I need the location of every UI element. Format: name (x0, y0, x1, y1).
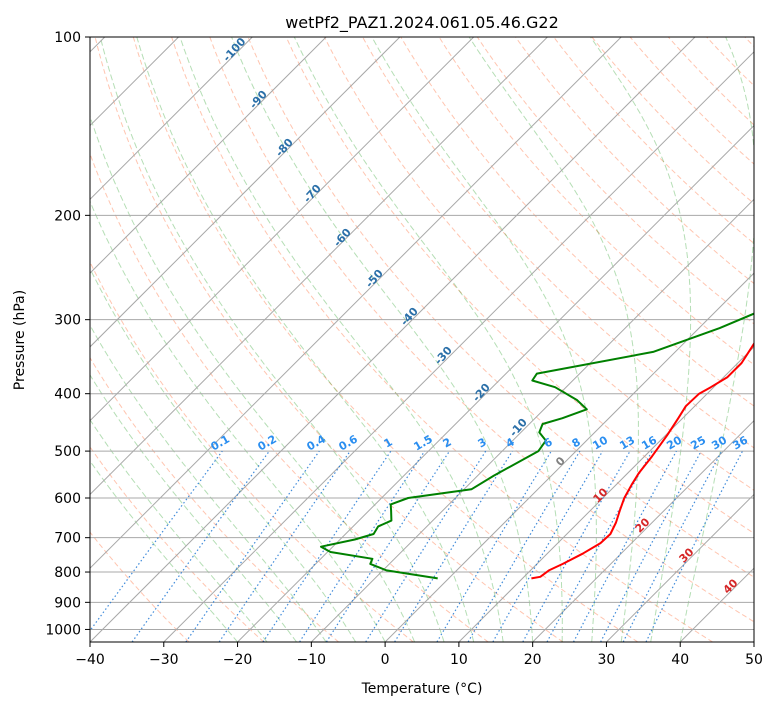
y-tick-label: 500 (54, 444, 81, 460)
isotherm-line (90, 37, 622, 569)
isotherm-line (90, 37, 475, 422)
isotherm-line (458, 346, 754, 642)
mixing-ratio-line (394, 450, 513, 642)
isotherm-line (90, 37, 548, 496)
x-tick-label: 20 (524, 652, 542, 668)
dry-adiabat-line (438, 37, 754, 366)
y-tick-label: 600 (54, 491, 81, 507)
moist-adiabat-line (90, 324, 327, 642)
mixing-ratio-line (325, 450, 450, 642)
y-tick-label: 300 (54, 313, 81, 329)
chart-title: wetPf2_PAZ1.2024.061.05.46.G22 (285, 13, 559, 33)
x-tick-label: 0 (381, 652, 390, 668)
y-tick-label: 100 (54, 30, 81, 46)
moist-adiabat-line (136, 37, 475, 642)
y-tick-label: 900 (54, 595, 81, 611)
x-tick-label: 10 (450, 652, 468, 668)
x-tick-label: −20 (223, 652, 253, 668)
dry-adiabat-line (362, 37, 754, 449)
moist-adiabat-line (90, 418, 268, 642)
mixing-ratio-line (572, 450, 677, 642)
dry-adiabat-line (323, 37, 754, 491)
dry-adiabat-line (171, 37, 713, 642)
moist-adiabat-line (231, 37, 534, 642)
moist-adiabat-line (90, 267, 357, 642)
y-axis: 100 200 300 400 500 600 700 800 900 1000 (45, 30, 90, 638)
moist-adiabat-line (293, 37, 563, 642)
moist-adiabat-line (468, 37, 639, 642)
x-tick-label: −10 (297, 652, 327, 668)
mixing-ratio-line (90, 450, 223, 632)
y-tick-label: 400 (54, 387, 81, 403)
x-tick-label: 30 (598, 652, 616, 668)
y-tick-label: 200 (54, 208, 81, 224)
isotherm-line (310, 198, 754, 642)
mixing-ratio-line (131, 450, 270, 642)
mixing-ratio-line (522, 450, 631, 642)
dry-adiabat-line (90, 152, 489, 642)
dry-adiabat-line (132, 37, 639, 642)
dry-adiabat-line (90, 446, 265, 642)
isotherm-line (606, 493, 754, 642)
mixing-ratio-line (299, 450, 426, 642)
moist-adiabat-line (371, 37, 597, 642)
isotherm-line (90, 37, 401, 348)
y-axis-title: Pressure (hPa) (12, 290, 28, 390)
x-tick-label: 50 (745, 652, 763, 668)
isotherm-line (90, 37, 696, 642)
moist-adiabat-line (90, 373, 297, 642)
moist-adiabat-line (90, 460, 238, 642)
x-tick-label: 40 (671, 652, 689, 668)
moist-adiabat-line (99, 37, 445, 642)
y-tick-label: 700 (54, 531, 81, 547)
moist-adiabat-line (679, 37, 754, 642)
dry-adiabat-line (90, 356, 339, 642)
y-tick-label: 1000 (45, 622, 81, 638)
mixing-ratio-line (185, 450, 320, 642)
plot-frame (89, 36, 755, 643)
isotherm-line (90, 37, 327, 274)
x-axis: −40 −30 −20 −10 0 10 20 30 40 50 (75, 642, 763, 668)
dewpoint-profile-line (320, 312, 754, 580)
x-axis-title: Temperature (°C) (361, 681, 483, 697)
isotherm-line (163, 51, 754, 642)
dry-adiabat-line (94, 37, 564, 642)
x-tick-label: −30 (149, 652, 179, 668)
moist-adiabat-line (90, 114, 416, 642)
dry-adiabat-line (515, 37, 754, 285)
moist-adiabat-line (179, 37, 504, 642)
isotherm-line (237, 124, 754, 642)
moist-adiabat-line (90, 200, 386, 642)
mixing-ratio-line (218, 450, 351, 642)
isotherm-line (532, 419, 754, 642)
temperature-profile-line (531, 341, 754, 580)
y-tick-label: 800 (54, 565, 81, 581)
dry-adiabat-line (90, 531, 190, 642)
x-tick-label: −40 (75, 652, 105, 668)
isotherm-line (90, 37, 253, 201)
mixing-ratio-line (262, 450, 392, 642)
profile-lines (320, 312, 754, 580)
background-lines (90, 37, 754, 642)
mixing-ratio-line (546, 450, 653, 642)
moist-adiabat-line (590, 37, 692, 642)
dry-adiabat-line (209, 37, 754, 623)
mixing-ratio-line (645, 450, 744, 642)
